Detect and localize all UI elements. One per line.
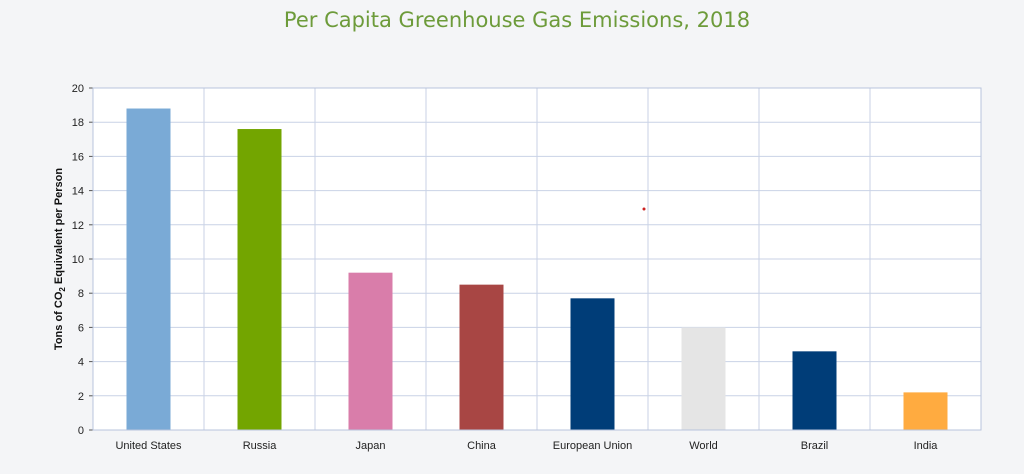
y-axis-label-part-1: Tons of CO — [53, 291, 65, 350]
y-tick-label: 14 — [72, 186, 84, 198]
x-tick-label: European Union — [553, 440, 633, 452]
y-tick-label: 18 — [72, 117, 84, 129]
y-tick-label: 20 — [72, 83, 84, 95]
y-tick-label: 0 — [78, 425, 84, 437]
bar-brazil — [792, 351, 837, 430]
y-tick-label: 6 — [78, 322, 84, 334]
y-tick-label: 8 — [78, 288, 84, 300]
bar-russia — [237, 129, 282, 431]
x-tick-label: Brazil — [801, 440, 829, 452]
y-axis-ticks: 0 2 4 6 8 10 12 14 16 18 20 — [72, 83, 93, 437]
bar-world — [681, 327, 726, 430]
bar-india — [903, 392, 948, 430]
y-axis-label: Tons of CO2 Equivalent per Person — [53, 168, 67, 350]
x-tick-label: Russia — [243, 440, 278, 452]
bars — [126, 108, 948, 431]
bar-china — [459, 284, 504, 430]
x-tick-label: China — [467, 440, 497, 452]
y-axis-label-subscript: 2 — [58, 287, 67, 292]
stray-dot — [642, 207, 646, 211]
bar-united-states — [126, 108, 171, 431]
x-axis-labels: United States Russia Japan China European Un… — [115, 440, 938, 452]
y-tick-label: 16 — [72, 151, 84, 163]
plot-border — [92, 87, 982, 431]
y-tick-label: 12 — [72, 220, 84, 232]
bar-japan — [348, 272, 393, 430]
y-axis-label-part-2: Equivalent per Person — [53, 168, 65, 287]
bar-european-union — [570, 298, 615, 430]
chart-title: Per Capita Greenhouse Gas Emissions, 201… — [283, 8, 751, 32]
y-tick-label: 10 — [72, 254, 84, 266]
x-tick-label: United States — [115, 440, 182, 452]
y-tick-label: 4 — [78, 357, 84, 369]
y-tick-label: 2 — [78, 391, 84, 403]
x-tick-label: India — [914, 440, 939, 452]
x-tick-label: Japan — [356, 440, 386, 452]
x-tick-label: World — [689, 440, 718, 452]
